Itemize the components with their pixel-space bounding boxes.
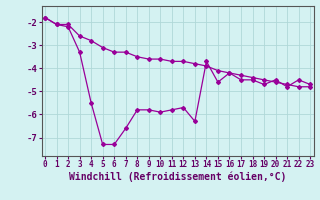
X-axis label: Windchill (Refroidissement éolien,°C): Windchill (Refroidissement éolien,°C): [69, 172, 286, 182]
